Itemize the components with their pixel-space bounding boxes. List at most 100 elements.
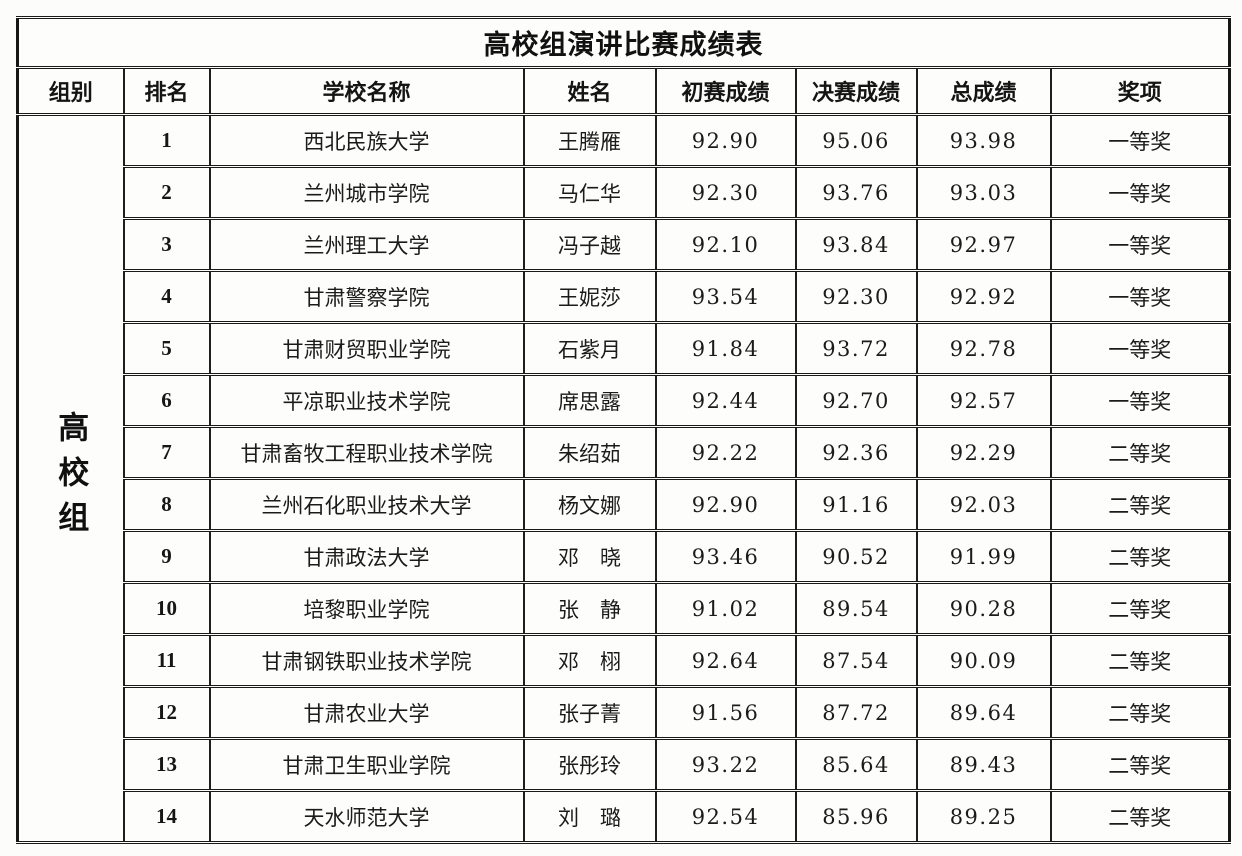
school-cell: 甘肃钢铁职业技术学院 [208,633,525,688]
school-cell: 甘肃畜牧工程职业技术学院 [208,425,525,480]
table-row: 6 平凉职业技术学院 席思露 92.44 92.70 92.57 一等奖 [18,373,1231,428]
name-cell: 席思露 [522,373,657,428]
title-row: 高校组演讲比赛成绩表 [16,16,1231,69]
award-cell: 一等奖 [1049,217,1231,272]
total-score-cell: 92.78 [915,321,1052,376]
final-score-cell: 87.54 [794,633,918,688]
award-cell: 二等奖 [1049,581,1231,636]
school-cell: 甘肃农业大学 [208,685,525,740]
award-cell: 二等奖 [1049,633,1231,688]
total-score-cell: 92.92 [915,269,1052,324]
prelim-score-cell: 92.64 [654,633,797,688]
rank-cell: 7 [122,425,211,480]
table-row: 4 甘肃警察学院 王妮莎 93.54 92.30 92.92 一等奖 [18,269,1231,324]
school-cell: 甘肃警察学院 [208,269,525,324]
header-row: 组别 排名 学校名称 姓名 初赛成绩 决赛成绩 总成绩 奖项 [16,66,1231,116]
table-row: 3 兰州理工大学 冯子越 92.10 93.84 92.97 一等奖 [18,217,1231,272]
school-cell: 培黎职业学院 [208,581,525,636]
rank-cell: 10 [122,581,211,636]
prelim-score-cell: 92.54 [654,789,797,844]
header-prelim: 初赛成绩 [654,66,797,116]
table-row: 9 甘肃政法大学 邓 晓 93.46 90.52 91.99 二等奖 [18,529,1231,584]
name-cell: 邓 栩 [522,633,657,688]
final-score-cell: 92.36 [794,425,918,480]
award-cell: 一等奖 [1049,373,1231,428]
group-label: 高校组 [53,411,89,546]
total-score-cell: 92.29 [915,425,1052,480]
school-cell: 甘肃卫生职业学院 [208,737,525,792]
award-cell: 一等奖 [1049,321,1231,376]
table-title: 高校组演讲比赛成绩表 [16,16,1231,69]
table-row: 12 甘肃农业大学 张子菁 91.56 87.72 89.64 二等奖 [18,685,1231,740]
rank-cell: 6 [122,373,211,428]
table-row: 高校组 1 西北民族大学 王腾雁 92.90 95.06 93.98 一等奖 [16,113,1231,844]
group-cell: 高校组 [16,113,125,844]
prelim-score-cell: 92.22 [654,425,797,480]
table-row: 2 兰州城市学院 马仁华 92.30 93.76 93.03 一等奖 [18,165,1231,220]
prelim-score-cell: 93.46 [654,529,797,584]
name-cell: 王妮莎 [522,269,657,324]
final-score-cell: 91.16 [794,477,918,532]
name-cell: 杨文娜 [522,477,657,532]
final-score-cell: 93.72 [794,321,918,376]
name-cell: 张子菁 [522,685,657,740]
name-cell: 马仁华 [522,165,657,220]
prelim-score-cell: 92.90 [654,113,797,168]
final-score-cell: 93.84 [794,217,918,272]
prelim-score-cell: 91.02 [654,581,797,636]
table-row: 13 甘肃卫生职业学院 张彤玲 93.22 85.64 89.43 二等奖 [18,737,1231,792]
final-score-cell: 85.64 [794,737,918,792]
prelim-score-cell: 93.22 [654,737,797,792]
rank-cell: 5 [122,321,211,376]
header-name: 姓名 [522,66,657,116]
name-cell: 朱绍茹 [522,425,657,480]
rank-cell: 13 [122,737,211,792]
total-score-cell: 89.64 [915,685,1052,740]
final-score-cell: 90.52 [794,529,918,584]
award-cell: 一等奖 [1049,269,1231,324]
school-cell: 西北民族大学 [208,113,525,168]
total-score-cell: 89.43 [915,737,1052,792]
table-row: 11 甘肃钢铁职业技术学院 邓 栩 92.64 87.54 90.09 二等奖 [18,633,1231,688]
rank-cell: 1 [122,113,211,168]
final-score-cell: 92.70 [794,373,918,428]
name-cell: 王腾雁 [522,113,657,168]
award-cell: 二等奖 [1049,529,1231,584]
prelim-score-cell: 93.54 [654,269,797,324]
prelim-score-cell: 91.84 [654,321,797,376]
total-score-cell: 90.09 [915,633,1052,688]
school-cell: 兰州理工大学 [208,217,525,272]
table-row: 10 培黎职业学院 张 静 91.02 89.54 90.28 二等奖 [18,581,1231,636]
rank-cell: 12 [122,685,211,740]
school-cell: 甘肃财贸职业学院 [208,321,525,376]
name-cell: 邓 晓 [522,529,657,584]
rank-cell: 2 [122,165,211,220]
rank-cell: 9 [122,529,211,584]
total-score-cell: 92.97 [915,217,1052,272]
rank-cell: 11 [122,633,211,688]
award-cell: 一等奖 [1049,113,1231,168]
award-cell: 二等奖 [1049,477,1231,532]
award-cell: 二等奖 [1049,737,1231,792]
school-cell: 甘肃政法大学 [208,529,525,584]
school-cell: 平凉职业技术学院 [208,373,525,428]
header-group: 组别 [16,66,125,116]
school-cell: 兰州石化职业技术大学 [208,477,525,532]
total-score-cell: 92.57 [915,373,1052,428]
total-score-cell: 92.03 [915,477,1052,532]
final-score-cell: 93.76 [794,165,918,220]
award-cell: 二等奖 [1049,425,1231,480]
rank-cell: 14 [122,789,211,844]
header-total: 总成绩 [915,66,1052,116]
name-cell: 刘 璐 [522,789,657,844]
total-score-cell: 93.03 [915,165,1052,220]
school-cell: 兰州城市学院 [208,165,525,220]
score-table: 高校组演讲比赛成绩表 组别 排名 学校名称 姓名 初赛成绩 决赛成绩 总成绩 奖… [16,16,1231,844]
table-body: 高校组 1 西北民族大学 王腾雁 92.90 95.06 93.98 一等奖 2 兰州城市学… [16,113,1231,844]
final-score-cell: 95.06 [794,113,918,168]
header-award: 奖项 [1049,66,1231,116]
final-score-cell: 92.30 [794,269,918,324]
table-row: 7 甘肃畜牧工程职业技术学院 朱绍茹 92.22 92.36 92.29 二等奖 [18,425,1231,480]
prelim-score-cell: 92.10 [654,217,797,272]
